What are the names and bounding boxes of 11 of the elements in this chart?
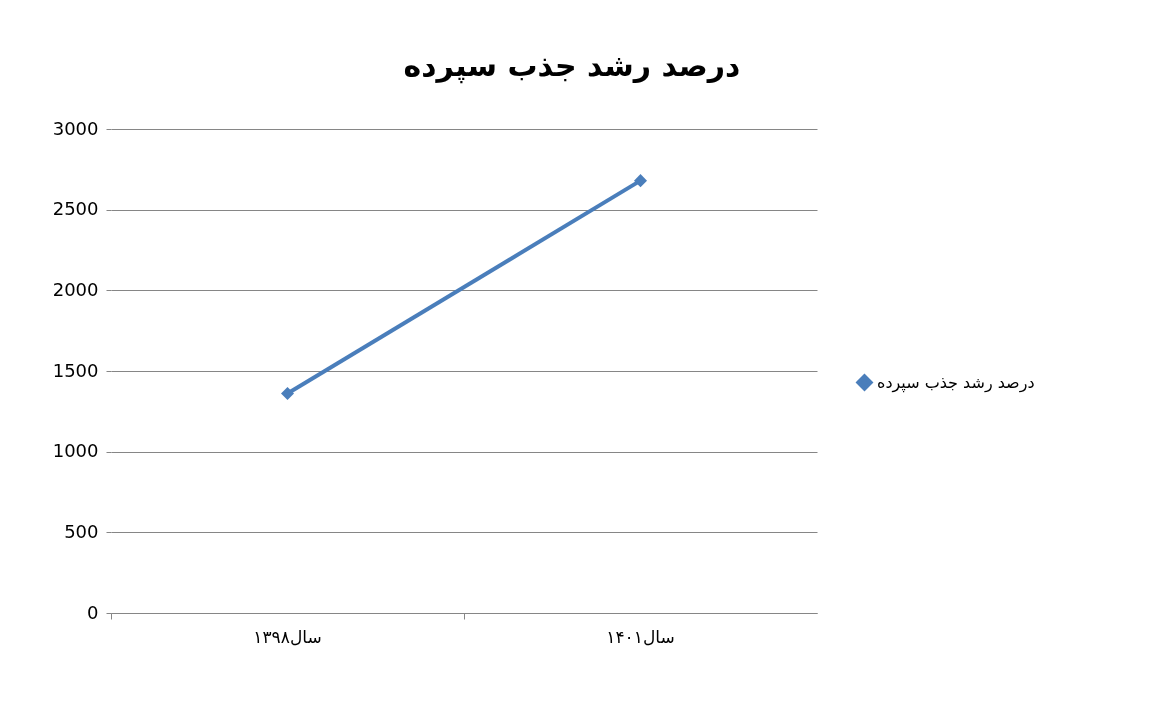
y-tick-label: 500 (64, 520, 99, 542)
chart-title: درصد رشد جذب سپرده (403, 48, 741, 84)
y-tick-label: 1000 (52, 440, 99, 462)
y-tick-label: 2500 (52, 198, 99, 220)
legend-label: درصد رشد جذب سپرده (877, 372, 1035, 393)
y-tick-label: 3000 (52, 117, 99, 139)
x-tick-label: سال۱۴۰۱ (606, 626, 675, 647)
y-tick-label: 1500 (52, 359, 99, 381)
y-tick-label: 2000 (52, 278, 99, 300)
y-tick-label: 0 (87, 601, 99, 623)
x-tick-label: سال۱۳۹۸ (253, 626, 322, 647)
